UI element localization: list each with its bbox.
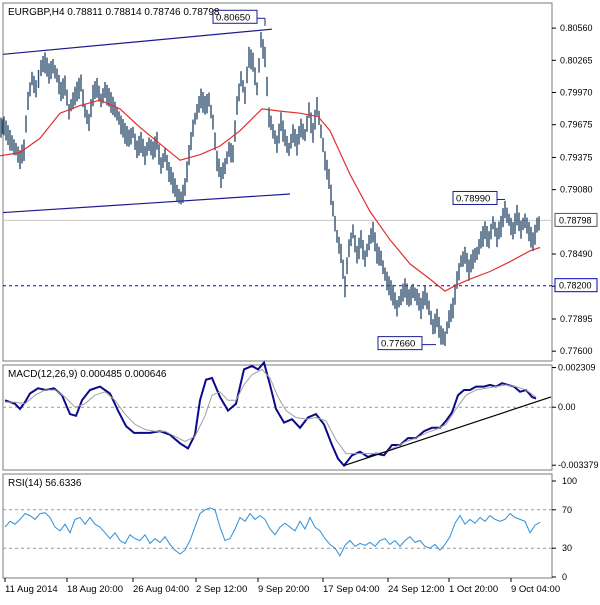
x-axis-label: 11 Aug 2014 <box>5 584 58 595</box>
rsi-axis-label: 100 <box>562 476 577 486</box>
price-axis-label: 0.79375 <box>560 152 593 162</box>
rsi-line <box>4 507 541 557</box>
price-axis-label: 0.79080 <box>560 185 593 195</box>
annotation-label: 0.80650 <box>216 12 250 23</box>
rsi-panel-frame <box>2 473 553 579</box>
annotation-box <box>452 190 498 205</box>
price-axis-label: 0.79675 <box>560 120 593 130</box>
macd-axis-label: 0.002309 <box>558 363 596 373</box>
rsi-panel-title: RSI(14) 56.6336 <box>8 478 82 489</box>
macd-line <box>4 360 537 468</box>
macd-panel-frame <box>2 364 553 471</box>
x-axis-label: 26 Aug 04:00 <box>133 584 189 595</box>
price-axis-label: 0.77895 <box>560 314 593 324</box>
x-axis-label: 17 Sep 04:00 <box>323 584 380 595</box>
support-level-box <box>554 278 598 293</box>
rsi-axis-label: 0 <box>562 572 567 582</box>
annotation-label: 0.78990 <box>456 193 490 204</box>
annotation-box <box>212 9 258 24</box>
x-axis-label: 1 Oct 20:00 <box>449 584 498 595</box>
price-axis-label: 0.77600 <box>560 346 593 356</box>
price-panel-title: EURGBP,H4 0.78811 0.78814 0.78746 0.7879… <box>8 7 220 18</box>
current-price-box <box>554 212 598 227</box>
channel-line <box>2 28 273 55</box>
macd-layer: 0.002309 0.00 -0.003379 <box>3 360 599 470</box>
current-price-label: 0.78798 <box>559 215 592 225</box>
x-axis-label: 9 Sep 20:00 <box>258 584 309 595</box>
x-axis-label: 18 Aug 20:00 <box>67 584 123 595</box>
annotation-box <box>377 336 423 351</box>
annotation-label: 0.77660 <box>381 339 415 350</box>
rsi-layer: 100 70 30 0 <box>3 476 577 582</box>
price-axis-label: 0.80265 <box>560 55 593 65</box>
macd-panel-title: MACD(12,26,9) 0.000485 0.000646 <box>8 369 167 380</box>
rsi-axis-label: 30 <box>562 543 572 553</box>
macd-signal-line <box>5 368 537 455</box>
macd-trend-line <box>343 396 552 467</box>
x-axis-label: 9 Oct 04:00 <box>511 584 560 595</box>
price-axis-label: 0.78490 <box>560 249 593 259</box>
price-panel-frame <box>2 2 553 362</box>
rsi-axis-label: 70 <box>562 505 572 515</box>
price-layer: 0.80560 0.80265 0.79970 0.79675 0.79375 0.790… <box>0 9 598 356</box>
price-axis-label: 0.79970 <box>560 88 593 98</box>
x-axis-label: 24 Sep 12:00 <box>388 584 445 595</box>
macd-axis-label: 0.00 <box>558 402 576 412</box>
x-axis: 11 Aug 2014 18 Aug 20:00 26 Aug 04:00 2 Sep… <box>4 578 560 595</box>
moving-average-line <box>0 99 541 292</box>
channel-line <box>2 193 291 214</box>
x-axis-label: 2 Sep 12:00 <box>196 584 247 595</box>
support-level-label: 0.78200 <box>559 281 592 291</box>
price-axis-label: 0.80560 <box>560 23 593 33</box>
macd-axis-label: -0.003379 <box>558 460 599 470</box>
